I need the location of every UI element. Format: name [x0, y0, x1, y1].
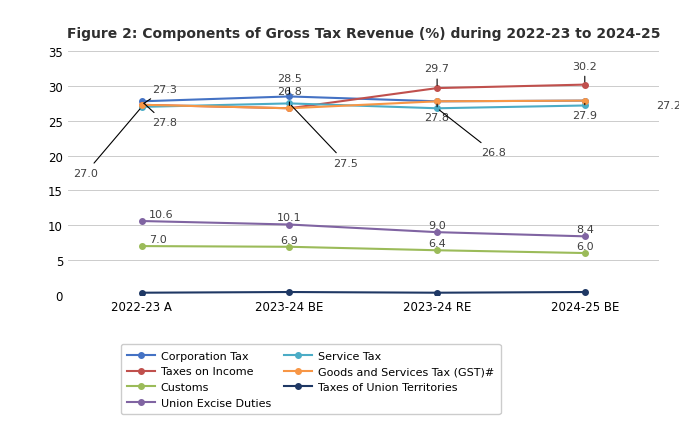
Text: 26.8: 26.8 [439, 111, 506, 158]
Text: 27.8: 27.8 [144, 104, 177, 128]
Text: 27.9: 27.9 [572, 104, 598, 121]
Text: 29.7: 29.7 [424, 64, 449, 86]
Text: 26.8: 26.8 [277, 87, 302, 106]
Text: 30.2: 30.2 [572, 62, 597, 82]
Text: 6.0: 6.0 [576, 241, 593, 251]
Text: 28.5: 28.5 [277, 73, 302, 95]
Title: Figure 2: Components of Gross Tax Revenue (%) during 2022-23 to 2024-25: Figure 2: Components of Gross Tax Revenu… [67, 27, 660, 41]
Text: 27.5: 27.5 [291, 106, 358, 168]
Text: 10.6: 10.6 [149, 210, 174, 220]
Text: 27.0: 27.0 [73, 110, 140, 178]
Legend: Corporation Tax, Taxes on Income, Customs, Union Excise Duties, Service Tax, Goo: Corporation Tax, Taxes on Income, Custom… [121, 345, 500, 414]
Text: 6.4: 6.4 [428, 239, 446, 249]
Text: 27.8: 27.8 [424, 105, 449, 123]
Text: 27.2: 27.2 [656, 101, 679, 111]
Text: 10.1: 10.1 [277, 213, 301, 223]
Text: 7.0: 7.0 [149, 234, 167, 244]
Text: 9.0: 9.0 [428, 220, 446, 230]
Text: 6.9: 6.9 [280, 235, 298, 245]
Text: 8.4: 8.4 [576, 225, 593, 235]
Text: 27.3: 27.3 [144, 85, 177, 104]
